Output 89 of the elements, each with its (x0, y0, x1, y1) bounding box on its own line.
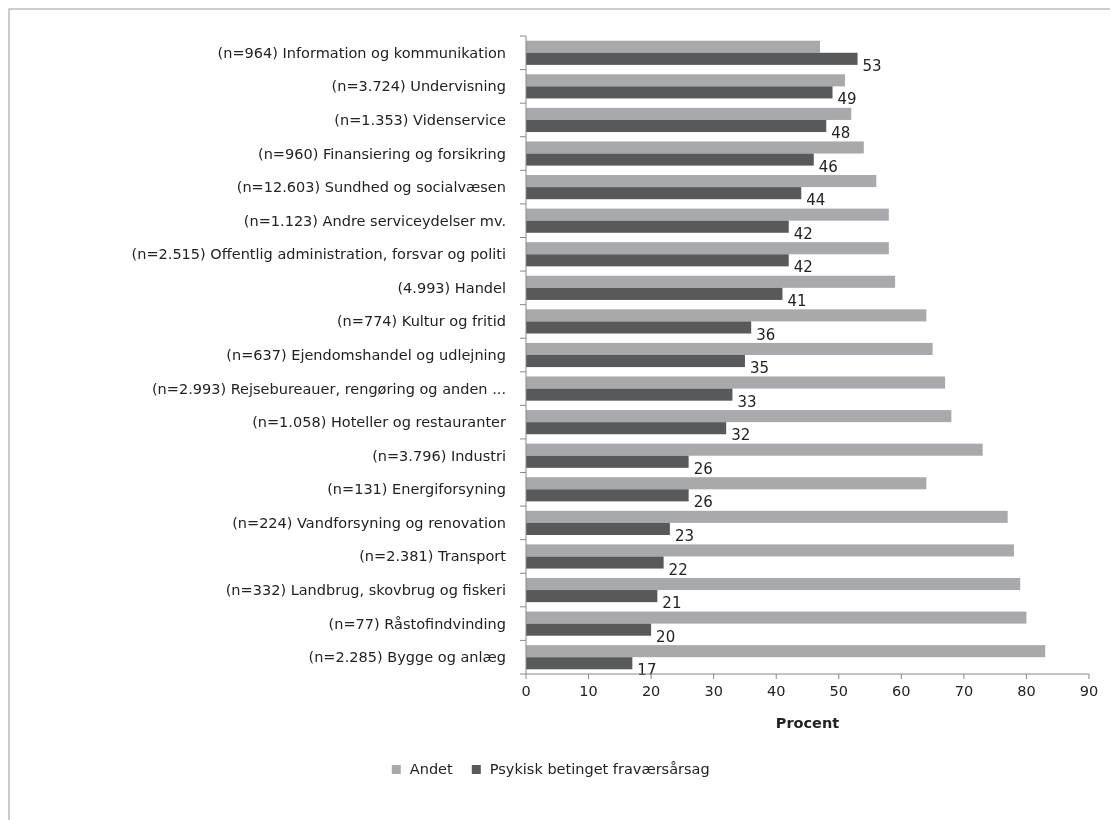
y-tick-label: (n=2.285) Bygge og anlæg (308, 649, 506, 666)
bar (526, 590, 658, 603)
x-tick-label: 50 (829, 683, 848, 699)
data-label: 48 (831, 124, 851, 143)
y-tick-label: (n=224) Vandforsyning og renovation (232, 514, 506, 531)
bar (526, 611, 1027, 624)
x-tick-label: 70 (954, 683, 974, 699)
data-label: 26 (693, 459, 713, 478)
bar (526, 388, 733, 401)
data-label: 20 (656, 627, 676, 646)
y-tick-label: (n=2.515) Offentlig administration, forsvar og politi (131, 246, 506, 263)
bar (526, 287, 783, 300)
data-label: 42 (793, 224, 813, 243)
bar (526, 141, 864, 154)
bar (526, 489, 689, 502)
y-tick-label: (n=964) Information og kommunikation (217, 44, 506, 61)
y-tick-label: (n=332) Landbrug, skovbrug og fiskeri (225, 582, 506, 599)
y-tick-label: (4.993) Handel (397, 279, 506, 296)
data-label: 22 (668, 560, 688, 579)
bar (526, 657, 633, 670)
y-tick-label: (n=2.381) Transport (359, 548, 507, 565)
bar (526, 355, 745, 368)
data-label: 44 (806, 191, 826, 210)
x-tick-label: 40 (767, 683, 786, 699)
bar (526, 208, 889, 221)
y-tick-label: (n=3.796) Industri (372, 447, 506, 464)
x-tick-label: 90 (1079, 683, 1099, 699)
bar (526, 254, 789, 267)
data-label: 23 (674, 526, 694, 545)
y-tick-label: (n=774) Kultur og fritid (336, 313, 506, 330)
y-tick-label: (n=2.993) Rejsebureauer, rengøring og anden ... (151, 380, 506, 397)
bar (526, 175, 877, 188)
y-tick-label: (n=1.123) Andre serviceydelser mv. (243, 212, 506, 229)
x-tick-label: 0 (521, 683, 531, 699)
bar (526, 577, 1021, 591)
data-label: 17 (637, 661, 657, 680)
x-tick-label: 10 (579, 683, 598, 699)
legend-label: Andet (409, 761, 454, 777)
y-tick-label: (n=12.603) Sundhed og socialvæsen (236, 179, 506, 196)
bar (526, 275, 896, 288)
bar (526, 544, 1014, 557)
bar (526, 477, 927, 490)
data-label: 26 (693, 493, 713, 512)
bar (526, 342, 933, 355)
bar (526, 376, 946, 389)
bar (526, 187, 802, 200)
bar (526, 522, 670, 535)
data-label: 53 (862, 56, 882, 75)
data-label: 32 (731, 426, 751, 445)
y-tick-label: (n=637) Ejendomshandel og udlejning (226, 347, 506, 363)
legend-label: Psykisk betinget fraværsårsag (489, 761, 710, 777)
y-tick-label: (n=1.058) Hoteller og restauranter (252, 414, 507, 431)
x-tick-label: 60 (892, 683, 911, 699)
bar (526, 153, 814, 166)
bar (526, 455, 689, 468)
y-tick-label: (n=77) Råstofindvinding (328, 615, 506, 632)
bar (526, 410, 952, 423)
y-tick-label: (n=1.353) Videnservice (334, 111, 507, 128)
data-label: 41 (787, 291, 807, 310)
data-label: 49 (837, 90, 857, 109)
bar (526, 510, 1008, 523)
data-label: 46 (818, 157, 838, 176)
y-tick-label: (n=960) Finansiering og forsikring (257, 145, 506, 162)
bar (526, 422, 727, 435)
bar (526, 220, 789, 233)
data-label: 35 (749, 359, 770, 378)
data-label: 33 (737, 392, 757, 411)
y-tick-label: (n=131) Energiforsyning (327, 481, 506, 498)
bar (526, 556, 664, 569)
bar (526, 645, 1046, 658)
bar (526, 86, 833, 99)
bar (526, 74, 846, 87)
bar (526, 623, 652, 636)
bar (526, 242, 889, 255)
x-tick-label: 30 (704, 683, 723, 699)
bar (526, 40, 821, 53)
bar (526, 443, 983, 456)
bar (526, 309, 927, 322)
x-tick-label: 20 (641, 683, 661, 699)
data-label: 36 (756, 325, 776, 344)
x-axis-title: Procent (775, 715, 840, 731)
bar (526, 107, 852, 120)
x-tick-label: 80 (1017, 683, 1036, 699)
data-label: 42 (793, 258, 813, 277)
bar (526, 52, 858, 65)
bar (526, 321, 752, 334)
y-tick-label: (n=3.724) Undervisning (331, 78, 506, 95)
bar (526, 119, 827, 133)
data-label: 21 (662, 594, 682, 613)
